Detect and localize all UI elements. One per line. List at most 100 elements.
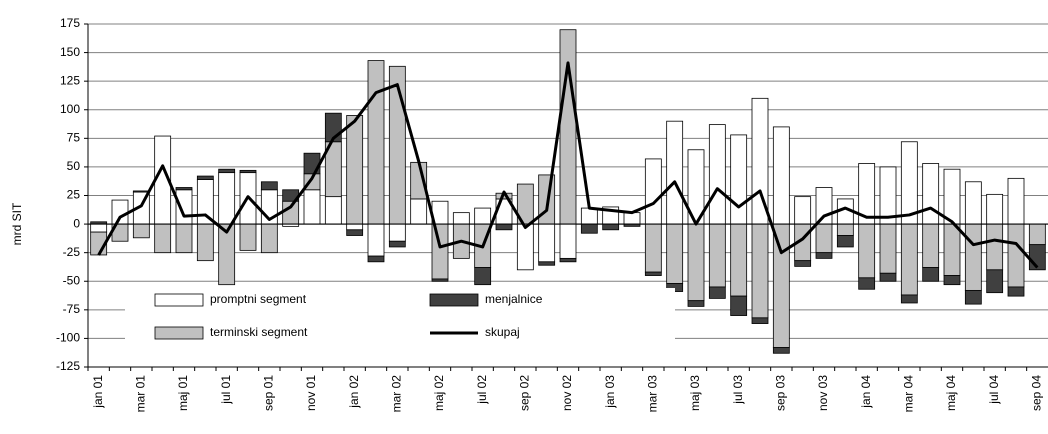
bar bbox=[943, 275, 961, 286]
bar bbox=[175, 189, 193, 225]
bar bbox=[367, 223, 385, 257]
bar bbox=[346, 223, 364, 231]
bar bbox=[474, 267, 492, 286]
bar bbox=[922, 163, 940, 225]
y-tick-label: -75 bbox=[63, 302, 81, 316]
x-tick-label: mar 04 bbox=[902, 375, 916, 413]
y-tick-label: -100 bbox=[56, 331, 80, 345]
bar bbox=[196, 175, 214, 180]
bar bbox=[922, 223, 940, 268]
bar bbox=[580, 223, 598, 234]
bar bbox=[858, 277, 876, 290]
bar bbox=[452, 212, 470, 225]
bar bbox=[815, 252, 833, 259]
bar bbox=[666, 120, 684, 225]
bar bbox=[388, 240, 406, 248]
bar bbox=[218, 172, 236, 225]
x-tick-label: maj 01 bbox=[176, 375, 190, 411]
legend-swatch bbox=[154, 293, 204, 307]
line bbox=[97, 61, 1039, 269]
x-tick-label: jan 01 bbox=[91, 375, 105, 409]
bar bbox=[644, 271, 662, 276]
x-tick-label: nov 02 bbox=[560, 375, 574, 411]
bar bbox=[986, 269, 1004, 294]
bar bbox=[260, 223, 278, 254]
lines bbox=[88, 61, 1048, 269]
bar bbox=[708, 223, 726, 288]
legend-box bbox=[125, 288, 675, 344]
bar bbox=[858, 223, 876, 279]
y-tick-label: 50 bbox=[67, 159, 81, 173]
bar bbox=[879, 223, 897, 274]
bar bbox=[260, 181, 278, 191]
bar bbox=[666, 223, 684, 284]
bar bbox=[964, 181, 982, 225]
x-tick-label: jul 02 bbox=[475, 375, 489, 405]
x-tick-label: mar 01 bbox=[134, 375, 148, 413]
bar bbox=[218, 168, 236, 174]
bar bbox=[132, 190, 150, 193]
bar bbox=[751, 317, 769, 324]
bar bbox=[986, 193, 1004, 225]
bar bbox=[239, 169, 257, 174]
bar bbox=[239, 223, 257, 251]
bar bbox=[303, 189, 321, 225]
bar bbox=[1007, 177, 1025, 225]
legend-label: menjalnice bbox=[485, 292, 543, 306]
bar bbox=[1028, 223, 1046, 246]
legend-label: skupaj bbox=[485, 325, 520, 339]
bar bbox=[538, 261, 556, 266]
bar bbox=[580, 207, 598, 225]
y-tick-label: -50 bbox=[63, 273, 81, 287]
bar bbox=[111, 199, 129, 225]
x-tick-label: sep 02 bbox=[518, 375, 532, 411]
y-tick-label: -25 bbox=[63, 245, 81, 259]
x-tick-label: sep 01 bbox=[262, 375, 276, 411]
bar bbox=[559, 29, 577, 225]
bar bbox=[644, 158, 662, 225]
y-tick-label: 25 bbox=[67, 188, 81, 202]
y-tick-label: 125 bbox=[60, 73, 80, 87]
bar bbox=[196, 179, 214, 225]
legend-swatch bbox=[429, 293, 479, 307]
bar bbox=[346, 115, 364, 225]
bar bbox=[751, 223, 769, 319]
bar bbox=[922, 267, 940, 282]
y-tick-label: 175 bbox=[60, 16, 80, 30]
bar bbox=[154, 223, 172, 254]
bar bbox=[986, 223, 1004, 271]
bar bbox=[836, 235, 854, 248]
bar bbox=[346, 229, 364, 236]
bar bbox=[196, 223, 214, 262]
y-tick-label: 100 bbox=[60, 102, 80, 116]
bar bbox=[836, 223, 854, 236]
x-tick-label: mar 03 bbox=[646, 375, 660, 413]
x-tick-label: mar 02 bbox=[390, 375, 404, 413]
bar bbox=[90, 223, 108, 233]
x-tick-label: jan 02 bbox=[347, 375, 361, 409]
x-tick-label: jan 04 bbox=[859, 375, 873, 409]
bar bbox=[1007, 286, 1025, 297]
bars bbox=[90, 29, 1046, 354]
x-tick-label: maj 04 bbox=[944, 375, 958, 411]
bar bbox=[175, 187, 193, 191]
bar bbox=[943, 223, 961, 276]
bar bbox=[687, 223, 705, 302]
bar bbox=[964, 223, 982, 291]
x-tick-label: jan 03 bbox=[603, 375, 617, 409]
bar bbox=[794, 196, 812, 225]
bar bbox=[559, 223, 577, 259]
x-tick-label: sep 03 bbox=[774, 375, 788, 411]
bar bbox=[132, 223, 150, 239]
bar bbox=[1007, 223, 1025, 288]
bar bbox=[602, 223, 620, 231]
bar bbox=[388, 223, 406, 242]
bar bbox=[516, 223, 534, 271]
bar bbox=[730, 134, 748, 225]
bar bbox=[900, 294, 918, 304]
bar bbox=[708, 286, 726, 299]
legend: promptni segment terminski segment menjaln… bbox=[125, 288, 675, 344]
bar bbox=[644, 223, 662, 273]
x-tick-label: maj 02 bbox=[432, 375, 446, 411]
bar bbox=[943, 168, 961, 225]
